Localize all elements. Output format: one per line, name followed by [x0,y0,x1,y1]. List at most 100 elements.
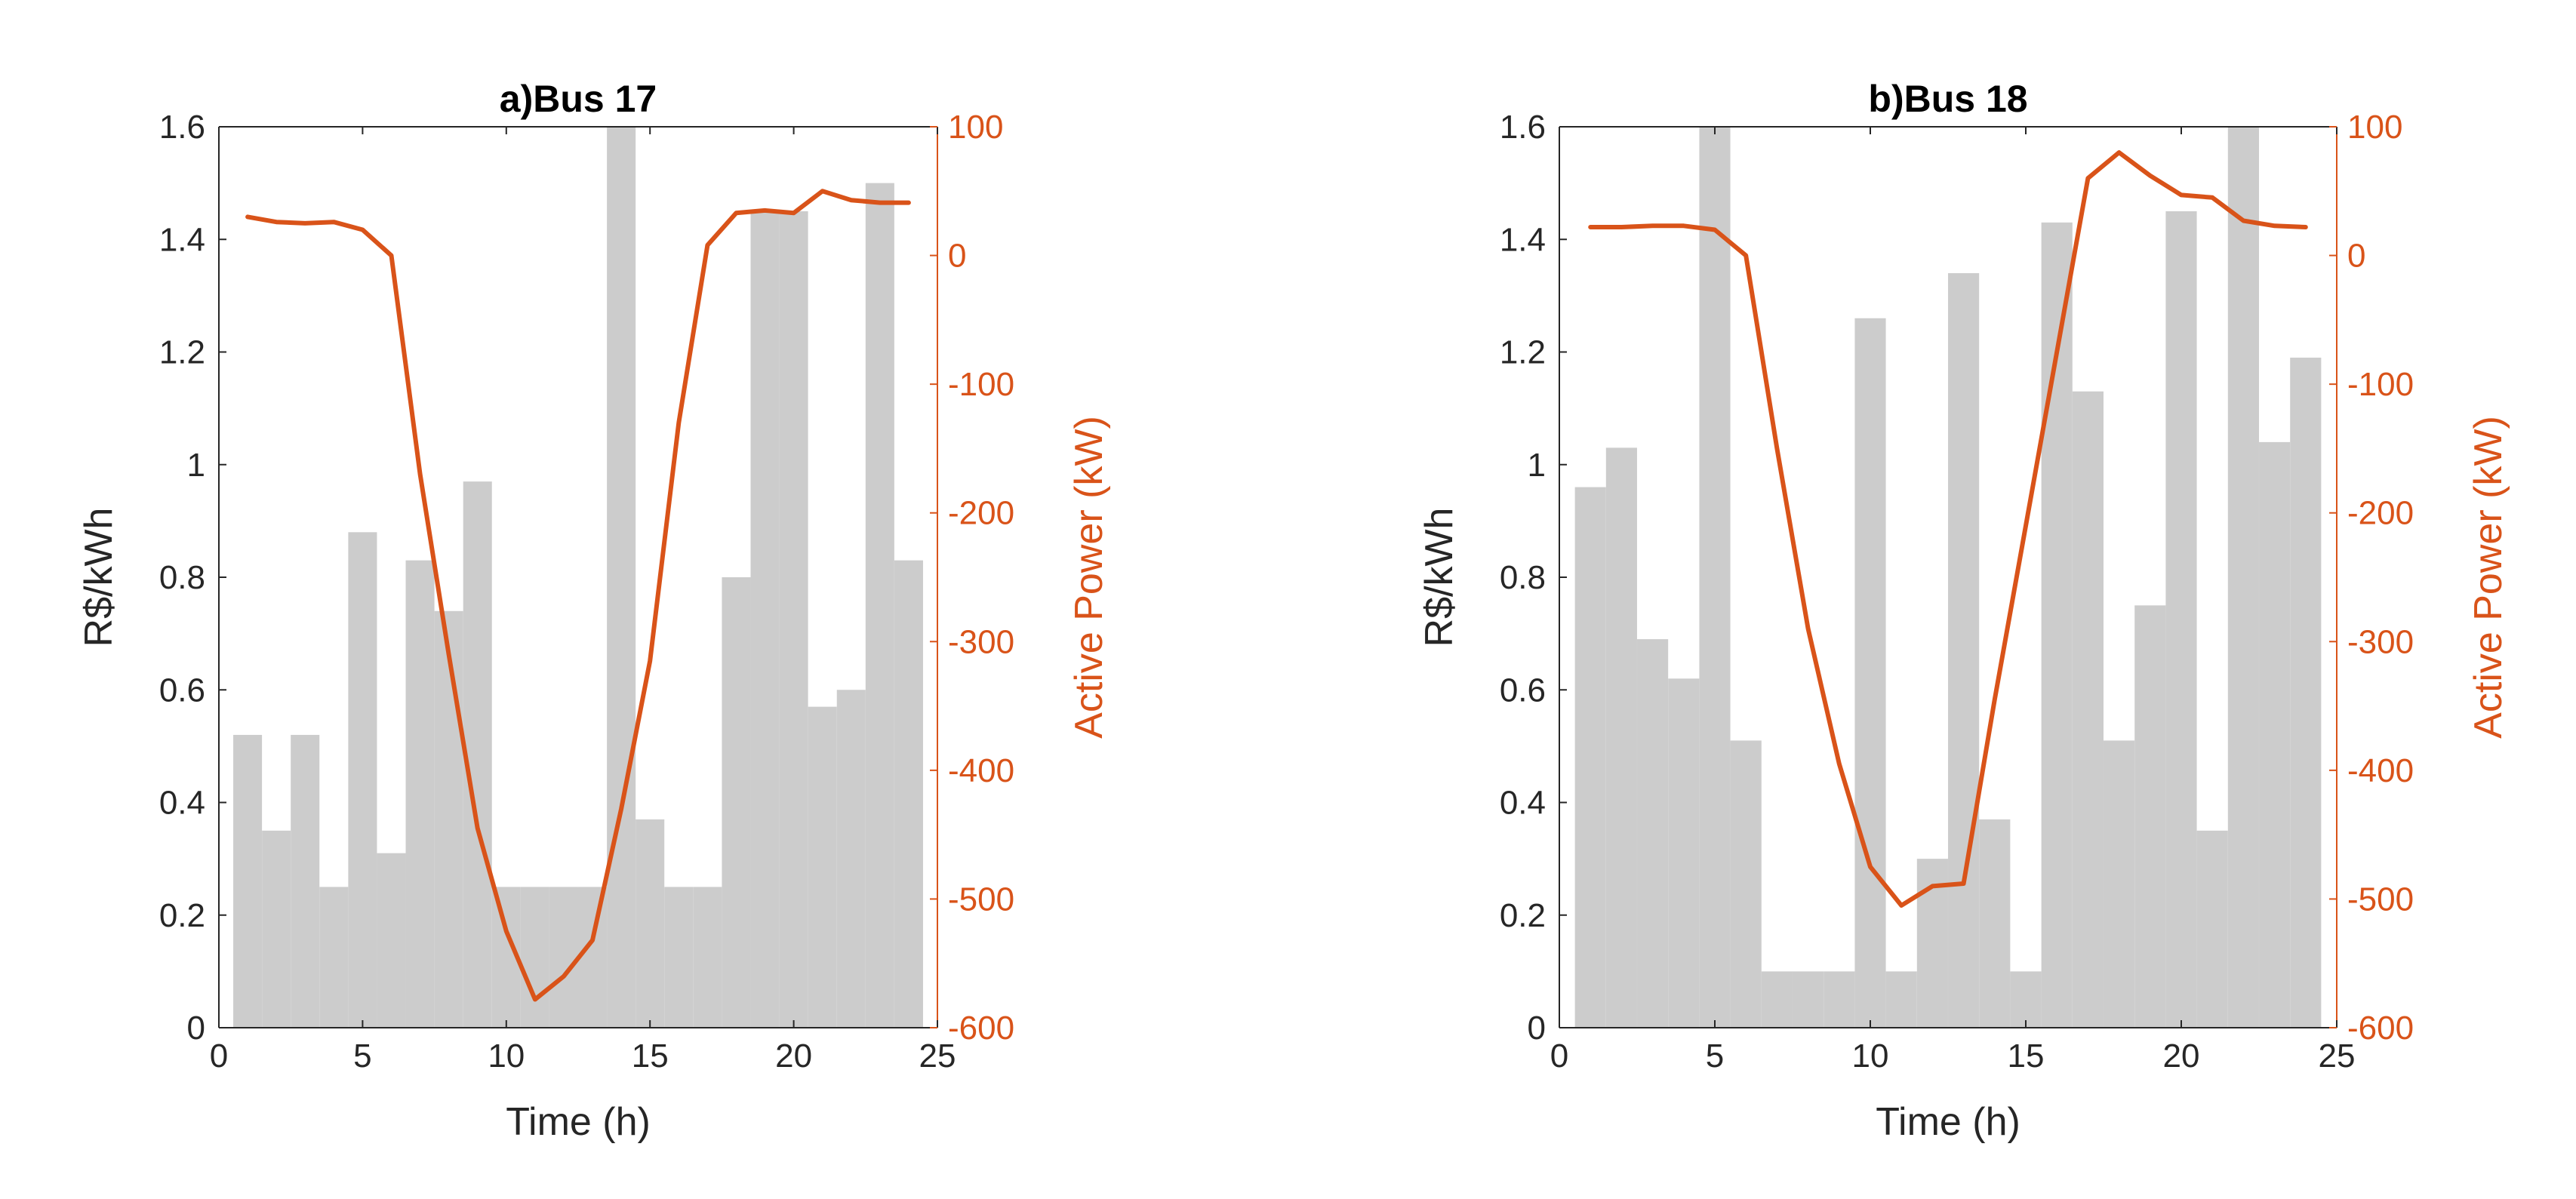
bar [1793,971,1824,1028]
bar [2227,127,2259,1028]
x-tick-label: 15 [632,1038,669,1074]
left-y-tick-label: 0.6 [159,672,205,709]
right-y-tick-label: 0 [2347,238,2365,275]
x-axis-label: Time (h) [506,1100,651,1144]
left-y-tick-label: 0.4 [159,785,205,822]
left-y-tick-label: 1 [1528,447,1546,484]
left-y-tick-label: 0.2 [1500,897,1546,934]
right-y-tick-label: -100 [948,366,1014,403]
right-y-tick-label: -400 [2347,752,2414,789]
bar [319,887,349,1028]
bar [2259,441,2291,1028]
bar [434,610,463,1028]
bar [262,830,291,1028]
x-tick-label: 0 [210,1038,228,1074]
x-tick-label: 0 [1550,1038,1568,1074]
x-tick-label: 25 [2319,1038,2356,1074]
bar [1730,740,1762,1028]
bar [1854,318,1886,1028]
x-tick-label: 20 [2163,1038,2200,1074]
right-y-tick-label: -200 [948,495,1014,532]
bar [836,690,866,1028]
bar [894,560,923,1028]
bar [636,819,665,1028]
bar [463,481,492,1028]
x-tick-label: 5 [353,1038,371,1074]
right-y-tick-label: -500 [2347,881,2414,918]
right-y-tick-label: -600 [948,1010,1014,1047]
bar [405,560,435,1028]
bar [1824,971,1855,1028]
right-y-tick-label: -500 [948,881,1014,918]
right-y-tick-label: 100 [2347,109,2402,146]
chart-title: b)Bus 18 [1868,78,2027,120]
bar [1761,971,1793,1028]
bar [291,734,320,1028]
bar [722,577,751,1028]
bar [1574,487,1606,1028]
right-y-tick-label: -100 [2347,366,2414,403]
x-tick-label: 5 [1706,1038,1724,1074]
bar [808,706,837,1028]
x-tick-label: 20 [775,1038,812,1074]
left-y-tick-label: 0.8 [159,559,205,596]
bar [693,887,722,1028]
bar [2196,830,2228,1028]
left-y-tick-label: 1.6 [1500,109,1546,146]
x-tick-label: 10 [488,1038,525,1074]
left-y-tick-label: 1.2 [159,334,205,371]
x-tick-label: 10 [1852,1038,1889,1074]
right-y-tick-label: -400 [948,752,1014,789]
bar [1637,639,1669,1028]
bar [1979,819,2011,1028]
left-y-tick-label: 1.4 [159,221,205,258]
bar [779,211,808,1028]
left-y-tick-label: 0.8 [1500,559,1546,596]
left-y-axis-label: R$/kWh [77,508,121,647]
bar [578,887,608,1028]
bar [664,887,694,1028]
bar [1699,127,1731,1028]
x-tick-label: 25 [919,1038,956,1074]
active-power-line [245,189,911,1002]
chart-panel-2: 0 5 10 15 20 25 0 0.2 0.4 0.6 0.8 1 1.2 1.4 1.6 -600 -50… [1417,78,2510,1144]
left-y-tick-label: 1.6 [159,109,205,146]
bar [2104,740,2135,1028]
bar [1668,678,1700,1028]
bar [1948,273,1980,1028]
bar [2134,605,2166,1028]
left-y-tick-label: 0 [187,1010,205,1047]
right-y-tick-label: 100 [948,109,1003,146]
left-y-tick-label: 1.2 [1500,334,1546,371]
right-y-tick-label: -600 [2347,1010,2414,1047]
bar [607,127,636,1028]
bar [1605,447,1637,1028]
bar [2290,357,2322,1028]
x-axis-label: Time (h) [1876,1100,2020,1144]
left-y-tick-label: 0 [1528,1010,1546,1047]
left-y-tick-label: 0.4 [1500,785,1546,822]
right-y-axis-label: Active Power (kW) [2467,416,2510,739]
right-y-tick-label: -200 [2347,495,2414,532]
left-y-tick-label: 0.6 [1500,672,1546,709]
right-y-axis-label: Active Power (kW) [1067,416,1111,739]
bar [2010,971,2042,1028]
bar [377,853,406,1028]
bar [865,183,894,1028]
bar [549,887,578,1028]
chart-panel-1: 0 5 10 15 20 25 0 0.2 0.4 0.6 0.8 1 1.2 1.4 1.6 -600 -50… [77,78,1111,1144]
bar [348,532,377,1028]
x-tick-label: 15 [2008,1038,2045,1074]
bar [750,211,780,1028]
bar [2072,391,2104,1028]
active-power-line [1588,150,2308,908]
chart-title: a)Bus 17 [500,78,657,120]
right-y-tick-label: 0 [948,238,966,275]
left-y-tick-label: 0.2 [159,897,205,934]
left-y-axis-label: R$/kWh [1417,508,1461,647]
bar [1885,971,1917,1028]
left-y-tick-label: 1 [187,447,205,484]
bar [520,887,549,1028]
